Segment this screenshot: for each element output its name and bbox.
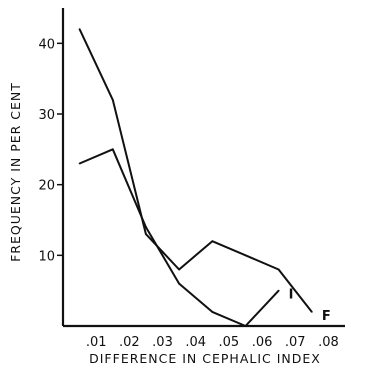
x-axis-label: DIFFERENCE IN CEPHALIC INDEX [89, 351, 321, 366]
data-point-F [211, 240, 214, 243]
data-point-F [244, 254, 247, 257]
data-point-F [178, 268, 181, 271]
data-point-I [277, 289, 280, 292]
series-labels: IF [289, 288, 331, 324]
x-tick-label: .02 [119, 335, 140, 350]
data-point-I [244, 325, 247, 327]
x-tick-label: .05 [219, 335, 240, 350]
axes [61, 8, 345, 328]
y-tick-label: 20 [38, 179, 55, 194]
data-point-F [145, 233, 147, 236]
x-tick-label: .06 [252, 335, 273, 350]
x-tick-label: .08 [318, 335, 339, 350]
data-point-F [310, 310, 313, 313]
y-tick-label: 10 [38, 249, 55, 264]
data-point-I [211, 310, 214, 313]
tick-labels: .01 .02 .03 .04 .05 .06 .07 .08 10 20 30 40 [38, 37, 338, 350]
series-label-F: F [322, 309, 331, 324]
data-point-I [178, 282, 181, 285]
series-line-F [78, 28, 313, 313]
data-point-F [277, 268, 280, 271]
data-point-I [145, 226, 147, 228]
x-tick-label: .04 [185, 335, 206, 350]
x-tick-label: .03 [152, 335, 173, 350]
y-tick-label: 40 [38, 37, 55, 52]
series-lines [78, 28, 313, 327]
data-point-F [111, 98, 114, 101]
data-point-I [111, 148, 114, 151]
x-tick-label: .07 [285, 335, 306, 350]
series-line-I [79, 148, 280, 327]
series-label-I: I [289, 288, 294, 303]
data-point-I [78, 162, 81, 165]
x-tick-label: .01 [86, 335, 107, 350]
data-point-F [78, 28, 81, 31]
y-tick-label: 30 [38, 108, 55, 123]
y-axis-label: FREQUENCY IN PER CENT [8, 82, 23, 262]
